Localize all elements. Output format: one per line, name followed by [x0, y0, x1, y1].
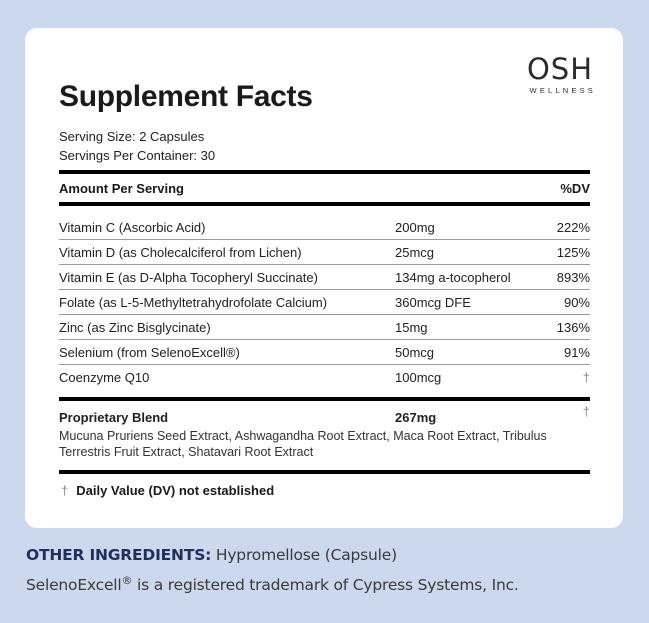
trademark-name: SelenoExcell	[26, 576, 122, 595]
other-ingredients-section: OTHER INGREDIENTS: Hypromellose (Capsule…	[26, 543, 519, 598]
trademark-text: is a registered trademark of Cypress Sys…	[132, 576, 519, 595]
nutrient-name: Zinc (as Zinc Bisglycinate)	[59, 319, 211, 335]
brand-logo: OSH WELLNESS	[527, 54, 593, 95]
nutrient-dv: 90%	[563, 294, 590, 310]
brand-name: OSH	[526, 52, 593, 86]
table-row: Zinc (as Zinc Bisglycinate) 15mg 136%	[59, 315, 590, 339]
blend-description: Mucuna Pruriens Seed Extract, Ashwagandh…	[59, 429, 547, 459]
nutrient-amount: 200mg	[395, 219, 435, 235]
other-ingredients-label: OTHER INGREDIENTS:	[26, 546, 212, 564]
table-row: Folate (as L-5-Methyltetrahydrofolate Ca…	[59, 290, 590, 314]
nutrient-name: Vitamin C (Ascorbic Acid)	[59, 219, 206, 235]
table-header: Amount Per Serving %DV	[59, 174, 590, 202]
nutrient-amount: 360mcg DFE	[395, 294, 471, 310]
nutrient-dv: 136%	[556, 319, 590, 335]
footnote-text: Daily Value (DV) not established	[76, 483, 275, 498]
table-row: Vitamin C (Ascorbic Acid) 200mg 222%	[59, 215, 590, 239]
table-row: Vitamin D (as Cholecalciferol from Liche…	[59, 240, 590, 264]
other-ingredients-value: Hypromellose (Capsule)	[211, 546, 397, 564]
registered-icon: ®	[121, 574, 133, 587]
table-row: Coenzyme Q10 100mcg †	[59, 365, 590, 389]
divider-thick	[59, 397, 590, 401]
nutrient-name: Vitamin D (as Cholecalciferol from Liche…	[59, 244, 302, 260]
brand-tagline: WELLNESS	[529, 86, 596, 95]
blend-name: Proprietary Blend	[59, 410, 169, 425]
divider-thick	[59, 202, 590, 206]
supplement-facts-card: OSH WELLNESS Supplement Facts Serving Si…	[25, 28, 623, 528]
divider-thin	[59, 264, 590, 265]
trademark-notice: SelenoExcell® is a registered trademark …	[26, 568, 519, 598]
nutrient-amount: 100mcg	[395, 369, 442, 385]
nutrient-name: Coenzyme Q10	[59, 369, 150, 385]
amount-per-serving-label: Amount Per Serving	[59, 180, 184, 196]
nutrient-amount: 134mg a-tocopherol	[395, 269, 511, 285]
dv-footnote: † Daily Value (DV) not established	[59, 483, 590, 498]
blend-amount: 267mg	[395, 410, 437, 425]
blend-header: Proprietary Blend 267mg †	[59, 404, 590, 428]
other-ingredients-line: OTHER INGREDIENTS: Hypromellose (Capsule…	[26, 543, 519, 568]
divider-thick	[59, 170, 590, 174]
dv-label: %DV	[560, 180, 590, 196]
serving-info: Serving Size: 2 Capsules Servings Per Co…	[59, 127, 215, 165]
dagger-icon: †	[61, 483, 69, 498]
nutrient-amount: 15mg	[395, 319, 428, 335]
divider-thin	[59, 364, 590, 365]
table-row: Selenium (from SelenoExcell®) 50mcg 91%	[59, 340, 590, 364]
divider-thick	[59, 470, 590, 474]
nutrient-dv: 125%	[556, 244, 590, 260]
divider-thin	[59, 339, 590, 340]
nutrient-name: Selenium (from SelenoExcell®)	[59, 344, 240, 360]
nutrient-amount: 50mcg	[395, 344, 435, 360]
serving-size: Serving Size: 2 Capsules	[59, 129, 205, 144]
nutrient-dv: 222%	[556, 219, 590, 235]
dagger-icon: †	[582, 369, 590, 385]
divider-thin	[59, 314, 590, 315]
nutrient-dv: 91%	[563, 344, 590, 360]
nutrient-name: Folate (as L-5-Methyltetrahydrofolate Ca…	[59, 294, 328, 310]
page-title: Supplement Facts	[59, 80, 313, 113]
facts-table: Amount Per Serving %DV Vitamin C (Ascorb…	[59, 170, 590, 498]
divider-thin	[59, 289, 590, 290]
table-row: Vitamin E (as D-Alpha Tocopheryl Succina…	[59, 265, 590, 289]
proprietary-blend: Proprietary Blend 267mg † Mucuna Prurien…	[59, 401, 590, 470]
nutrient-amount: 25mcg	[395, 244, 435, 260]
divider-thin	[59, 239, 590, 240]
nutrient-name: Vitamin E (as D-Alpha Tocopheryl Succina…	[59, 269, 318, 285]
servings-per-container: Servings Per Container: 30	[59, 148, 216, 163]
nutrient-dv: 893%	[556, 269, 590, 285]
dagger-icon: †	[582, 404, 590, 419]
